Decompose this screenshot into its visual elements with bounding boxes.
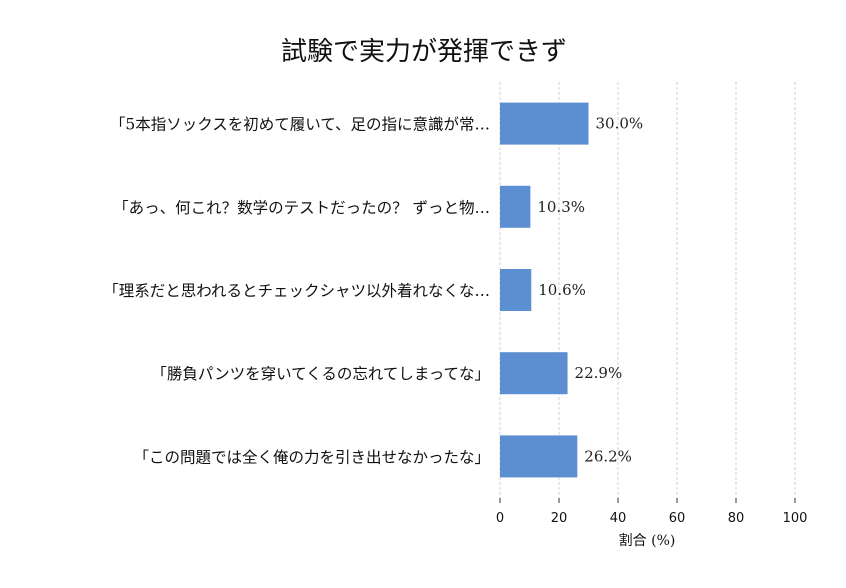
bar (500, 352, 568, 395)
category-label: 「理系だと思われるとチェックシャツ以外着れなくな… (103, 282, 490, 300)
category-label: 「あっ、何これ？数学のテストだったの？ ずっと物… (113, 199, 490, 217)
chart-title: 試験で実力が発揮できず (281, 37, 567, 67)
grid (499, 82, 796, 498)
value-label: 26.2% (584, 447, 632, 465)
x-tick-label: 0 (496, 511, 504, 526)
category-labels: 「5本指ソックスを初めて履いて、足の指に意識が常… 「あっ、何これ？数学のテストだ… (103, 115, 490, 467)
bars (500, 102, 589, 478)
x-tick-label: 40 (610, 511, 627, 526)
bar (500, 269, 532, 311)
x-tick-label: 100 (783, 511, 808, 526)
x-tick-label: 60 (669, 511, 686, 526)
category-label: 「5本指ソックスを初めて履いて、足の指に意識が常… (110, 115, 490, 134)
x-axis-label: 割合 (%) (619, 532, 676, 549)
category-label: 「この問題では全く俺の力を引き出せなかったな」 (133, 448, 490, 466)
category-label: 「勝負パンツを穿いてくるの忘れてしまってな」 (151, 365, 490, 383)
bar (500, 102, 589, 145)
x-axis: 0 20 40 60 80 100 (496, 498, 808, 526)
value-label: 10.6% (538, 281, 586, 299)
bar (500, 185, 531, 228)
x-tick-label: 20 (551, 511, 568, 526)
x-tick-label: 80 (728, 511, 745, 526)
value-label: 10.3% (537, 198, 585, 216)
value-label: 30.0% (596, 115, 644, 133)
value-labels: 30.0% 10.3% 10.6% 22.9% 26.2% (537, 115, 643, 466)
value-label: 22.9% (575, 364, 623, 382)
bar (500, 435, 578, 478)
